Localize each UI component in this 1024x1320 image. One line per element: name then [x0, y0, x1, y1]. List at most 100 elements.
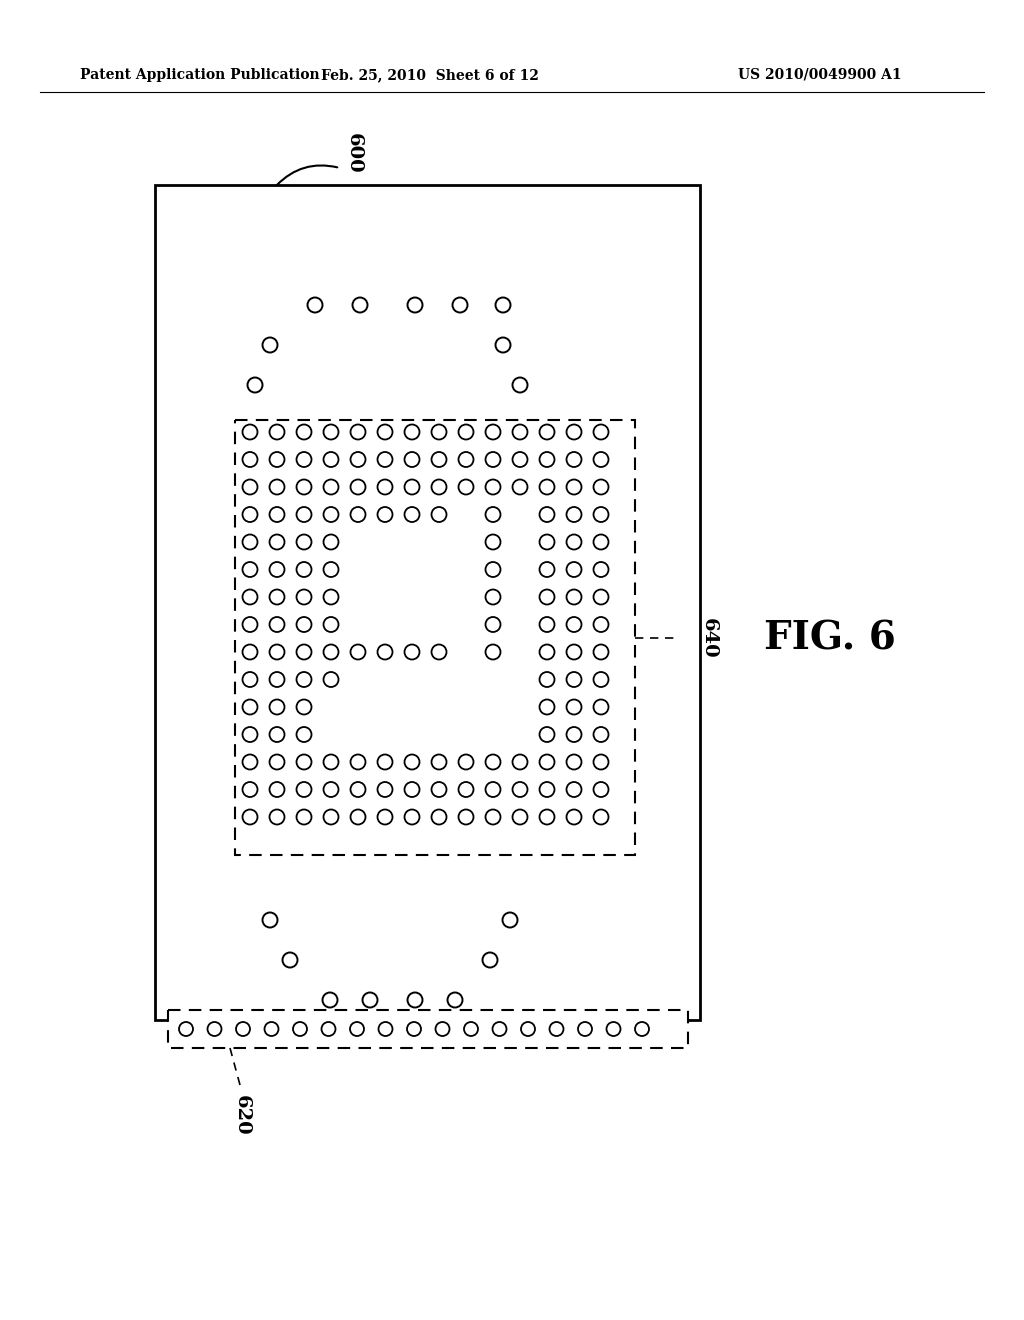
- Bar: [234, 420, 635, 855]
- Circle shape: [594, 672, 608, 686]
- Circle shape: [269, 755, 285, 770]
- Circle shape: [459, 425, 473, 440]
- Circle shape: [297, 590, 311, 605]
- Circle shape: [566, 535, 582, 549]
- Circle shape: [431, 809, 446, 825]
- Circle shape: [540, 809, 555, 825]
- Circle shape: [269, 507, 285, 521]
- Circle shape: [243, 507, 257, 521]
- Circle shape: [431, 425, 446, 440]
- Circle shape: [404, 507, 420, 521]
- Circle shape: [566, 479, 582, 495]
- Circle shape: [447, 993, 463, 1007]
- Circle shape: [503, 912, 517, 928]
- Text: 620: 620: [233, 1096, 251, 1135]
- Circle shape: [540, 562, 555, 577]
- Circle shape: [269, 781, 285, 797]
- Circle shape: [269, 672, 285, 686]
- Circle shape: [540, 727, 555, 742]
- Circle shape: [378, 755, 392, 770]
- Circle shape: [594, 562, 608, 577]
- Circle shape: [540, 590, 555, 605]
- Circle shape: [540, 507, 555, 521]
- Circle shape: [540, 755, 555, 770]
- Circle shape: [408, 297, 423, 313]
- Circle shape: [269, 700, 285, 714]
- Circle shape: [485, 644, 501, 660]
- Circle shape: [269, 451, 285, 467]
- Circle shape: [485, 781, 501, 797]
- Circle shape: [269, 562, 285, 577]
- Circle shape: [269, 809, 285, 825]
- Circle shape: [262, 912, 278, 928]
- Circle shape: [566, 809, 582, 825]
- Circle shape: [540, 535, 555, 549]
- Circle shape: [262, 338, 278, 352]
- Circle shape: [350, 809, 366, 825]
- Circle shape: [485, 590, 501, 605]
- Circle shape: [635, 1022, 649, 1036]
- Circle shape: [594, 451, 608, 467]
- Circle shape: [512, 451, 527, 467]
- Circle shape: [269, 425, 285, 440]
- Circle shape: [297, 672, 311, 686]
- Circle shape: [297, 727, 311, 742]
- Text: 600: 600: [345, 133, 362, 173]
- Circle shape: [243, 700, 257, 714]
- Circle shape: [594, 644, 608, 660]
- Circle shape: [297, 562, 311, 577]
- Circle shape: [485, 425, 501, 440]
- Circle shape: [408, 993, 423, 1007]
- Circle shape: [496, 338, 511, 352]
- Circle shape: [566, 727, 582, 742]
- Circle shape: [431, 479, 446, 495]
- Circle shape: [404, 781, 420, 797]
- Circle shape: [297, 809, 311, 825]
- Circle shape: [431, 644, 446, 660]
- Circle shape: [350, 644, 366, 660]
- Circle shape: [243, 425, 257, 440]
- Circle shape: [459, 479, 473, 495]
- Circle shape: [485, 755, 501, 770]
- Circle shape: [606, 1022, 621, 1036]
- Circle shape: [566, 644, 582, 660]
- Text: FIG. 6: FIG. 6: [764, 619, 896, 657]
- Circle shape: [485, 809, 501, 825]
- Circle shape: [512, 378, 527, 392]
- Circle shape: [459, 451, 473, 467]
- Circle shape: [243, 644, 257, 660]
- Circle shape: [378, 451, 392, 467]
- Circle shape: [578, 1022, 592, 1036]
- Circle shape: [453, 297, 468, 313]
- Circle shape: [269, 535, 285, 549]
- Circle shape: [566, 451, 582, 467]
- Circle shape: [566, 590, 582, 605]
- Circle shape: [485, 535, 501, 549]
- Circle shape: [350, 781, 366, 797]
- Circle shape: [324, 451, 339, 467]
- Circle shape: [324, 562, 339, 577]
- Circle shape: [378, 644, 392, 660]
- Circle shape: [350, 479, 366, 495]
- Circle shape: [243, 451, 257, 467]
- Circle shape: [431, 507, 446, 521]
- Circle shape: [243, 781, 257, 797]
- Circle shape: [297, 781, 311, 797]
- Circle shape: [459, 755, 473, 770]
- Circle shape: [362, 993, 378, 1007]
- Circle shape: [540, 781, 555, 797]
- Circle shape: [485, 616, 501, 632]
- Circle shape: [512, 755, 527, 770]
- Text: Feb. 25, 2010  Sheet 6 of 12: Feb. 25, 2010 Sheet 6 of 12: [322, 69, 539, 82]
- Circle shape: [594, 425, 608, 440]
- Circle shape: [243, 755, 257, 770]
- Circle shape: [324, 781, 339, 797]
- Circle shape: [512, 781, 527, 797]
- Circle shape: [594, 781, 608, 797]
- Circle shape: [512, 425, 527, 440]
- Circle shape: [485, 451, 501, 467]
- Circle shape: [378, 479, 392, 495]
- Circle shape: [350, 451, 366, 467]
- Circle shape: [297, 507, 311, 521]
- Circle shape: [485, 479, 501, 495]
